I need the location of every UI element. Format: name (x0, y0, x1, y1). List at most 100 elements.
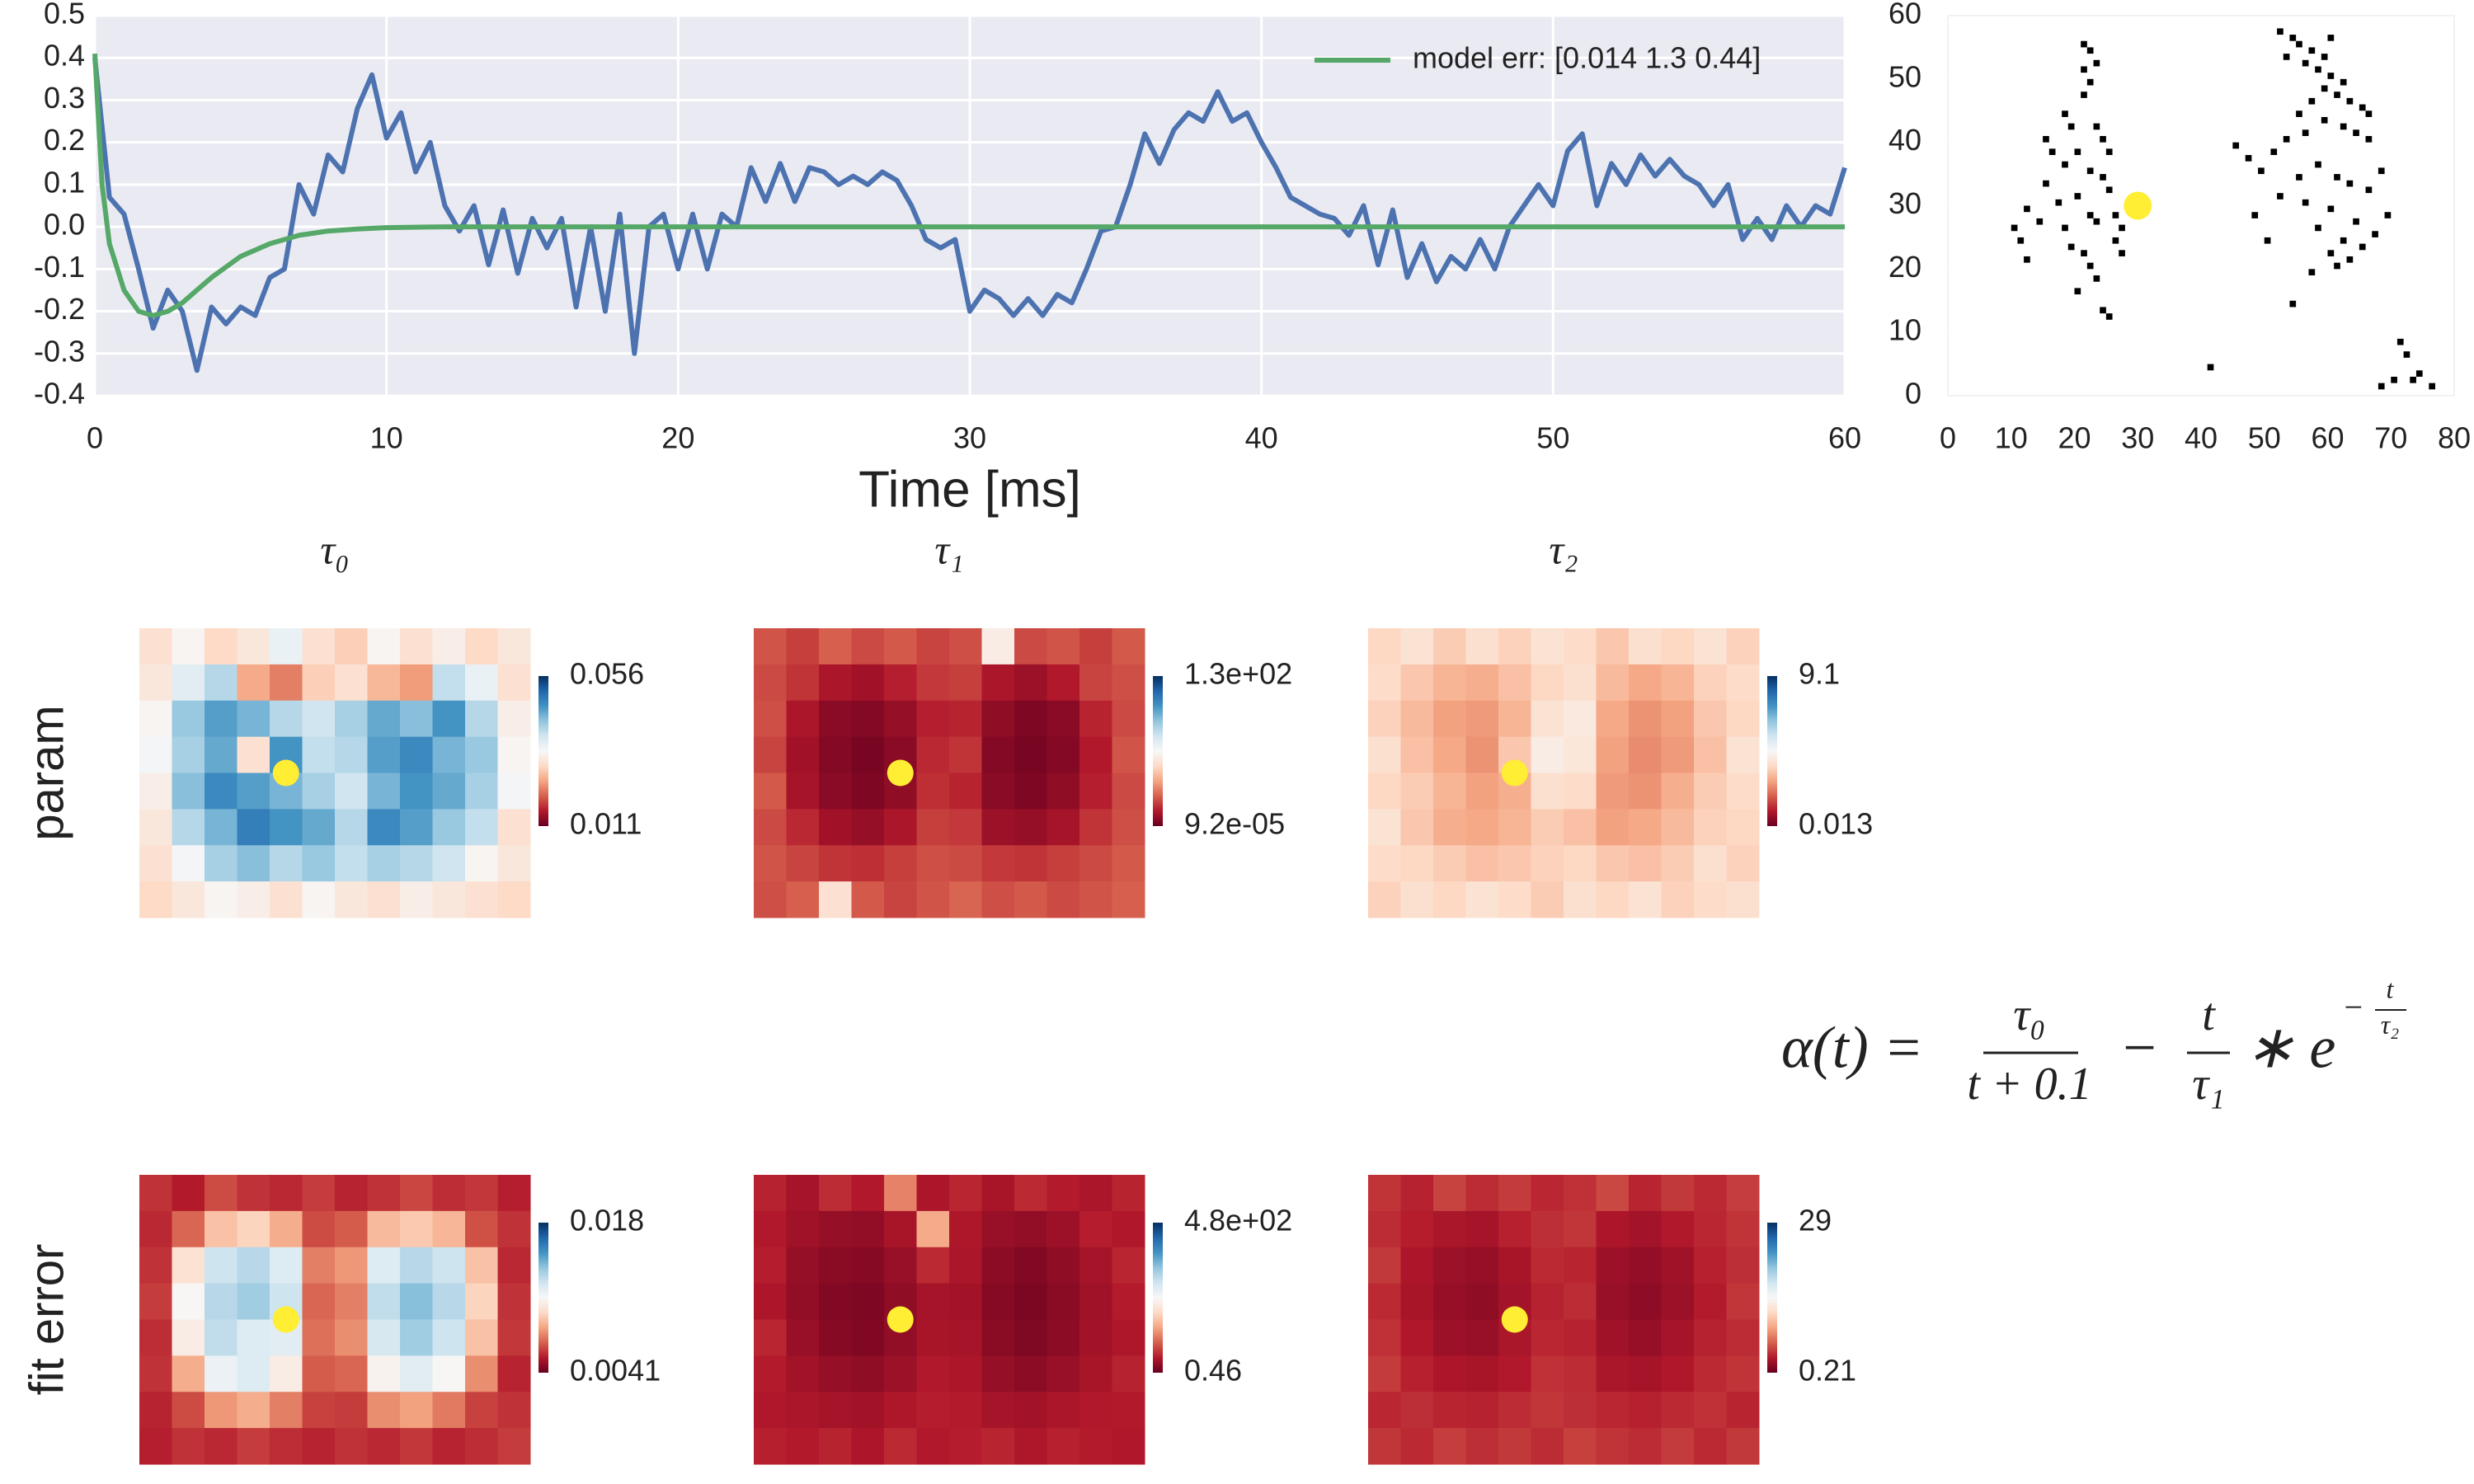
heatmap-cell (1465, 1319, 1499, 1356)
heatmap-cell (205, 628, 238, 665)
heatmap-cell (949, 736, 982, 773)
heatmap-cell (916, 1392, 950, 1429)
heatmap-cell (1596, 1175, 1630, 1212)
heatmap-cell (367, 1428, 401, 1465)
pixel (2055, 199, 2062, 206)
heatmap-cell (1014, 664, 1047, 702)
heatmap-cell (302, 736, 336, 773)
pixel (2245, 155, 2252, 162)
colorbar-label: 0.011 (570, 807, 642, 841)
heatmap-cell (819, 700, 852, 738)
heatmap-cell (205, 736, 238, 773)
heatmap-cell (465, 1247, 498, 1284)
heatmap-cell (949, 1175, 982, 1212)
heatmap-cell (1531, 700, 1564, 738)
heatmap-cell (1564, 1355, 1597, 1392)
x-tick-label: 60 (1828, 421, 1861, 455)
x-tick-label: 30 (2121, 421, 2154, 455)
heatmap-cell (1079, 664, 1112, 702)
heatmap-cell (432, 736, 466, 773)
heatmap-cell (302, 773, 336, 810)
heatmap-cell (981, 1283, 1015, 1320)
heatmap-cell (1433, 1175, 1466, 1212)
heatmap-cell (497, 881, 531, 918)
heatmap-cell (1564, 628, 1597, 665)
heatmap-cell (819, 1247, 852, 1284)
heatmap-cell (1368, 1428, 1401, 1465)
y-tick-label: 0 (1905, 377, 1921, 411)
heatmap-cell (400, 1283, 433, 1320)
heatmap-cell (335, 736, 368, 773)
heatmap-cell (1433, 1283, 1466, 1320)
heatmap-cell (400, 845, 433, 882)
heatmap-cell (754, 700, 787, 738)
heatmap-cell (205, 881, 238, 918)
heatmap-cell (1694, 736, 1727, 773)
heatmap-cell (400, 1355, 433, 1392)
heatmap-cell (139, 1283, 172, 1320)
pixel (2024, 256, 2030, 263)
heatmap-cell (981, 1247, 1015, 1284)
heatmap-cell (1433, 664, 1466, 702)
colorbar (1767, 1223, 1777, 1373)
pixel (2334, 174, 2340, 181)
heatmap-cell (786, 1428, 820, 1465)
pixel (2321, 54, 2328, 60)
heatmap-cell (1629, 700, 1662, 738)
heatmap-cell (432, 628, 466, 665)
heatmap-cell (302, 1355, 336, 1392)
heatmap-cell (851, 1283, 885, 1320)
pixel (2283, 54, 2290, 60)
heatmap-cell (1596, 881, 1630, 918)
heatmap-cell (1661, 1175, 1695, 1212)
heatmap-cell (851, 736, 885, 773)
pixel (2074, 148, 2081, 156)
heatmap-cell (786, 700, 820, 738)
heatmap-cell (851, 1319, 885, 1356)
heatmap-cell (786, 809, 820, 846)
heatmap-cell (367, 1210, 401, 1248)
pixel (2346, 180, 2354, 187)
highlight-marker (272, 1306, 299, 1333)
heatmap-cell (270, 1428, 303, 1465)
pixel (2067, 123, 2075, 130)
heatmap-cell (949, 1392, 982, 1429)
heatmap-cell (400, 736, 433, 773)
heatmap-cell (367, 1283, 401, 1320)
heatmap-cell (1433, 736, 1466, 773)
heatmap-cell (981, 1210, 1015, 1248)
heatmap-cell (172, 628, 205, 665)
heatmap-cell (1531, 1175, 1564, 1212)
heatmap-cell (302, 1175, 336, 1212)
heatmap-cell (1531, 628, 1564, 665)
x-tick-label: 70 (2374, 421, 2407, 455)
heatmap-cell (1047, 1247, 1080, 1284)
heatmap-cell (400, 700, 433, 738)
heatmap-cell (367, 1319, 401, 1356)
heatmap-cell (949, 773, 982, 810)
heatmap-cell (981, 845, 1015, 882)
heatmap-cell (1433, 809, 1466, 846)
heatmap-cell (1661, 809, 1695, 846)
heatmap-cell (981, 1428, 1015, 1465)
heatmap-cell (172, 1283, 205, 1320)
heatmap-cell (1014, 1392, 1047, 1429)
heatmap-cell (1047, 628, 1080, 665)
highlight-marker (272, 759, 299, 787)
heatmap-cell (916, 773, 950, 810)
heatmap-cell (432, 1175, 466, 1212)
heatmap-cell (981, 809, 1015, 846)
heatmap-cell (1079, 1283, 1112, 1320)
heatmap-cell (400, 664, 433, 702)
heatmap-cell (335, 1319, 368, 1356)
pixel (2302, 129, 2309, 136)
heatmap-cell (237, 628, 270, 665)
pixel (2384, 212, 2392, 218)
heatmap-cell (851, 1428, 885, 1465)
heatmap-cell (172, 809, 205, 846)
heatmap-cell (432, 1283, 466, 1320)
heatmap-cell (1014, 700, 1047, 738)
pixel (2119, 250, 2125, 256)
pixel (2093, 275, 2100, 282)
heatmap-cell (1726, 1175, 1760, 1212)
